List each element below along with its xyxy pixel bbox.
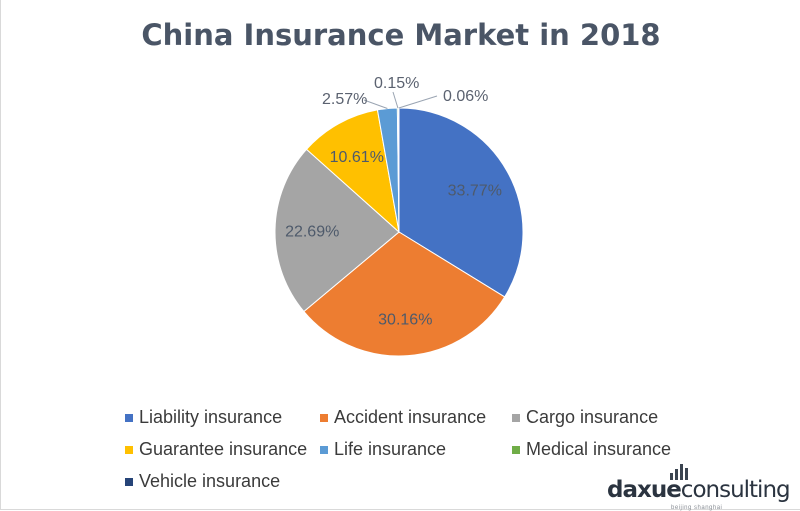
legend-item-cargo-insurance: Cargo insurance [512, 407, 658, 428]
data-label-life-insurance: 2.57% [322, 91, 367, 108]
logo-subtitle: beijing shanghai [671, 505, 722, 511]
data-label-cargo-insurance: 22.69% [285, 224, 339, 241]
leader-line-medical-insurance [393, 92, 398, 108]
legend-label-liability-insurance: Liability insurance [139, 407, 282, 428]
legend-label-cargo-insurance: Cargo insurance [526, 407, 658, 428]
legend-item-medical-insurance: Medical insurance [512, 439, 671, 460]
legend-swatch-life-insurance [320, 446, 328, 454]
legend-label-medical-insurance: Medical insurance [526, 439, 671, 460]
legend-item-life-insurance: Life insurance [320, 439, 446, 460]
data-label-guarantee-insurance: 10.61% [330, 149, 384, 166]
daxue-consulting-logo: daxueconsulting beijing shanghai [607, 462, 797, 506]
legend-swatch-medical-insurance [512, 446, 520, 454]
legend-label-accident-insurance: Accident insurance [334, 407, 486, 428]
legend-swatch-vehicle-insurance [125, 478, 133, 486]
legend-item-accident-insurance: Accident insurance [320, 407, 486, 428]
legend-label-guarantee-insurance: Guarantee insurance [139, 439, 307, 460]
legend-swatch-guarantee-insurance [125, 446, 133, 454]
legend-label-vehicle-insurance: Vehicle insurance [139, 471, 280, 492]
legend-label-life-insurance: Life insurance [334, 439, 446, 460]
data-label-vehicle-insurance: 0.06% [443, 88, 488, 105]
logo-wordmark: daxueconsulting [607, 477, 790, 503]
legend-swatch-liability-insurance [125, 414, 133, 422]
legend-item-guarantee-insurance: Guarantee insurance [125, 439, 307, 460]
leader-line-vehicle-insurance [399, 96, 437, 108]
leader-line-life-insurance [364, 100, 387, 109]
legend-swatch-accident-insurance [320, 414, 328, 422]
legend-item-liability-insurance: Liability insurance [125, 407, 282, 428]
legend-swatch-cargo-insurance [512, 414, 520, 422]
data-label-medical-insurance: 0.15% [374, 75, 419, 92]
data-label-accident-insurance: 30.16% [378, 312, 432, 329]
legend-item-vehicle-insurance: Vehicle insurance [125, 471, 280, 492]
data-label-liability-insurance: 33.77% [448, 183, 502, 200]
